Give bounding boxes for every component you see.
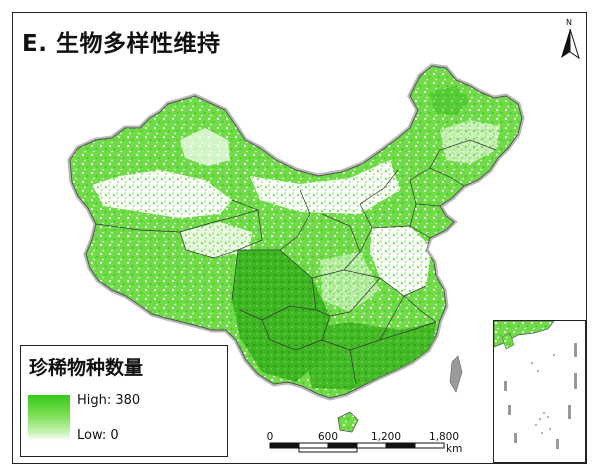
legend-title: 珍稀物种数量 <box>29 357 144 379</box>
scale-unit: km <box>446 443 463 455</box>
hainan-island <box>337 411 359 433</box>
scale-tick-600: 600 <box>317 431 339 443</box>
north-arrow-icon <box>561 28 580 60</box>
map-title: E. 生物多样性维持 <box>22 31 221 57</box>
map-frame <box>12 12 587 464</box>
scale-tick-1800: 1,800 <box>428 431 460 443</box>
taiwan-island <box>449 355 463 393</box>
legend: 珍稀物种数量 High: 380 Low: 0 <box>20 345 228 457</box>
legend-color-ramp <box>28 395 70 441</box>
scale-bar <box>269 442 445 453</box>
legend-high-label: High: 380 <box>77 393 141 408</box>
south-china-sea-inset <box>493 320 586 463</box>
north-arrow-label: N <box>566 18 572 27</box>
scale-tick-0: 0 <box>266 431 274 443</box>
inset-map <box>494 321 577 449</box>
legend-low-label: Low: 0 <box>77 428 119 443</box>
scale-tick-1200: 1,200 <box>370 431 402 443</box>
